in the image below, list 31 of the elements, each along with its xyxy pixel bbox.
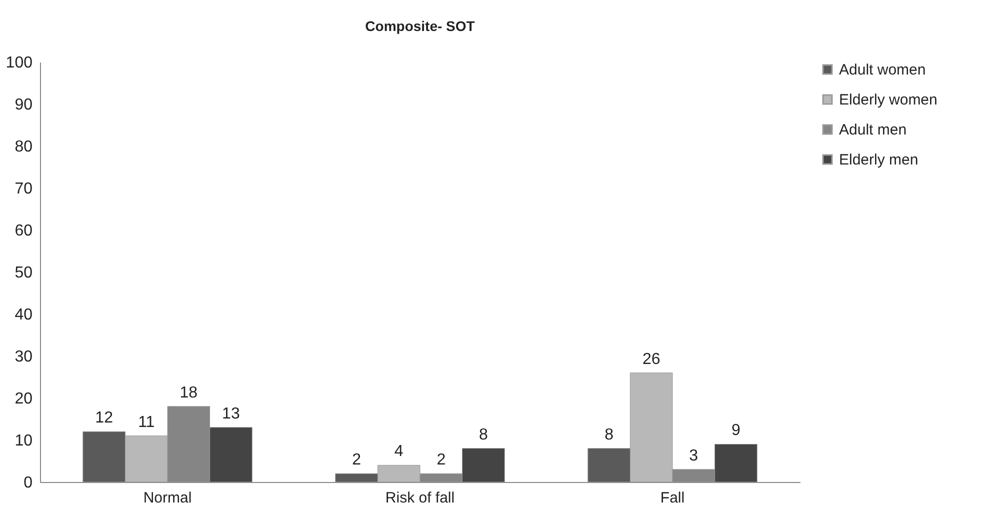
chart-title: Composite- SOT [365, 18, 476, 34]
data-label: 2 [352, 452, 362, 469]
legend-label: Adult women [839, 62, 926, 78]
x-tick-label: Fall [660, 490, 685, 506]
data-label: 4 [394, 443, 404, 460]
y-tick-label: 20 [14, 390, 33, 408]
legend-label: Adult men [839, 122, 907, 138]
y-tick-label: 30 [14, 348, 33, 366]
y-tick-label: 50 [14, 264, 33, 282]
data-label: 9 [731, 422, 740, 440]
x-tick-label: Normal [143, 490, 192, 506]
data-label: 12 [95, 410, 114, 427]
legend-label: Elderly women [839, 92, 938, 108]
y-tick-label: 100 [6, 54, 33, 72]
y-tick-label: 60 [14, 222, 33, 240]
x-tick-label: Risk of fall [385, 490, 455, 506]
data-label: 13 [222, 405, 240, 422]
y-tick-label: 40 [14, 306, 33, 324]
y-tick-label: 90 [14, 96, 33, 114]
y-tick-label: 0 [24, 474, 33, 492]
y-tick-label: 10 [14, 432, 33, 450]
legend-label: Elderly men [839, 152, 918, 168]
data-label: 26 [642, 350, 660, 368]
y-tick-label: 70 [14, 180, 33, 198]
data-label: 8 [478, 426, 488, 444]
data-label: 3 [689, 447, 698, 464]
data-label: 18 [180, 384, 198, 402]
data-label: 8 [604, 426, 614, 444]
y-tick-label: 80 [14, 138, 33, 156]
data-label: 11 [138, 414, 155, 431]
data-label: 2 [436, 452, 446, 469]
